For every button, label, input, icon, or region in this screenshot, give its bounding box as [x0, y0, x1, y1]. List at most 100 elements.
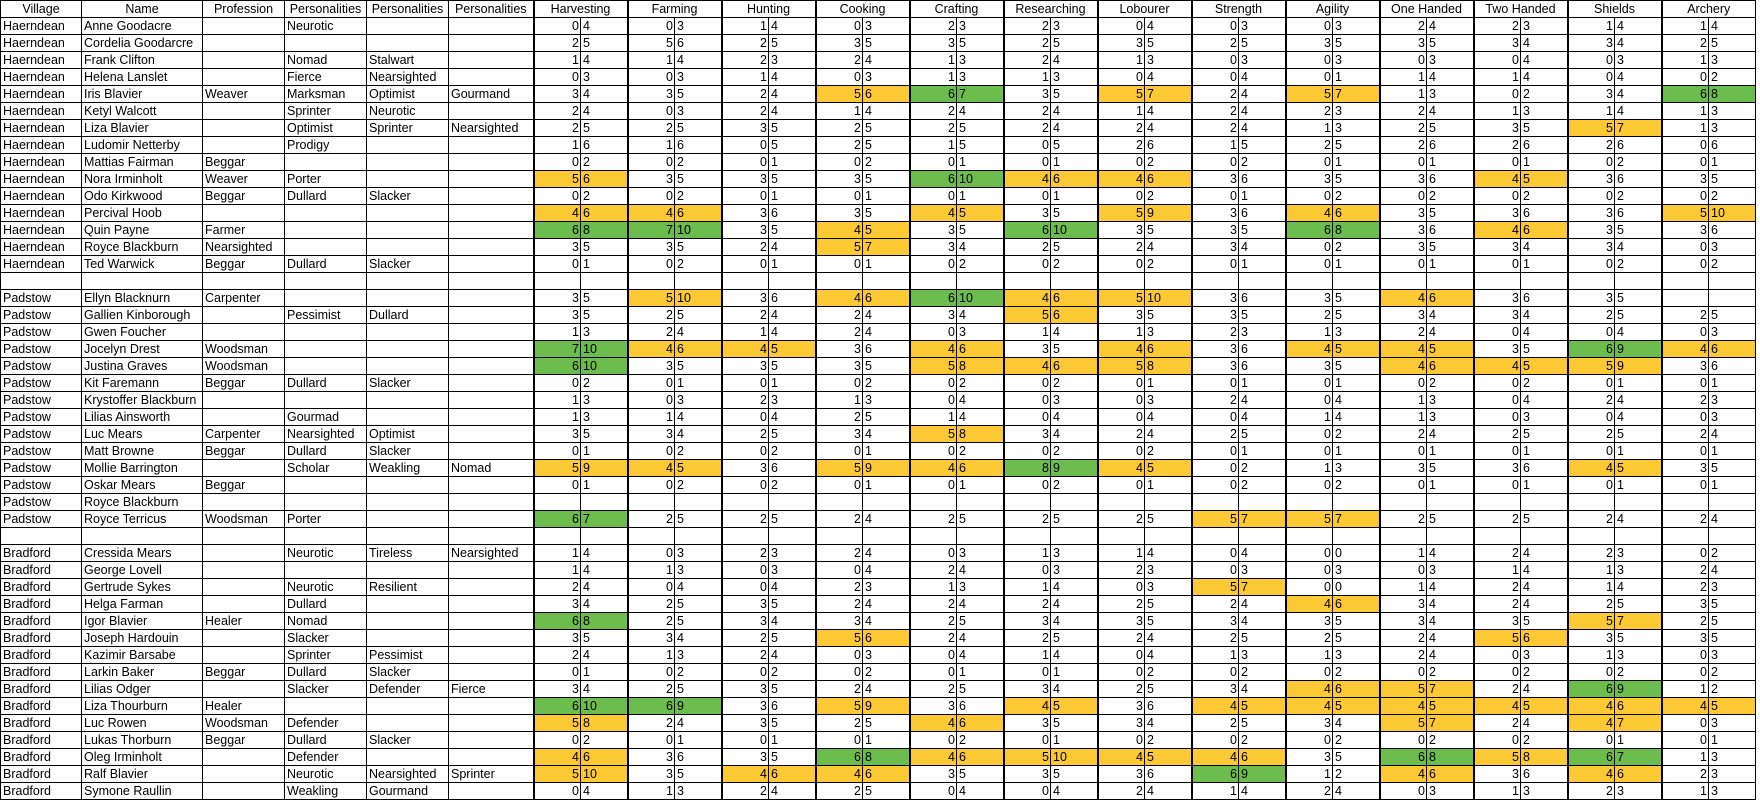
skill-high[interactable]: 4	[1708, 510, 1756, 528]
skill-high[interactable]: 5	[1614, 289, 1662, 307]
skill-high[interactable]	[1708, 289, 1756, 307]
skill-high[interactable]: 6	[1426, 765, 1474, 783]
skill-low[interactable]: 0	[1566, 51, 1615, 69]
skill-low[interactable]: 3	[626, 748, 675, 766]
column-header[interactable]: Farming	[626, 0, 722, 18]
personality-cell[interactable]	[366, 748, 449, 766]
skill-high[interactable]: 6	[956, 340, 1004, 358]
skill-low[interactable]: 1	[1002, 68, 1051, 86]
skill-high[interactable]: 6	[768, 204, 816, 222]
skill-high[interactable]: 3	[674, 391, 722, 409]
skill-high[interactable]: 4	[956, 102, 1004, 120]
skill-low[interactable]: 1	[814, 102, 863, 120]
profession-cell[interactable]: Healer	[202, 697, 285, 715]
personality-cell[interactable]	[284, 493, 367, 511]
profession-cell[interactable]: Nearsighted	[202, 238, 285, 256]
skill-high[interactable]: 5	[1238, 697, 1286, 715]
skill-low[interactable]: 3	[1096, 765, 1145, 783]
skill-low[interactable]	[720, 493, 769, 511]
skill-low[interactable]: 3	[1284, 34, 1333, 52]
skill-low[interactable]: 4	[908, 204, 957, 222]
skill-high[interactable]: 2	[956, 442, 1004, 460]
skill-high[interactable]: 7	[862, 238, 910, 256]
skill-high[interactable]: 5	[674, 238, 722, 256]
skill-low[interactable]: 4	[1660, 697, 1709, 715]
skill-high[interactable]: 7	[1332, 510, 1380, 528]
skill-high[interactable]: 8	[1520, 748, 1568, 766]
skill-low[interactable]: 2	[1378, 323, 1427, 341]
personality-cell[interactable]	[448, 17, 534, 35]
skill-high[interactable]: 7	[1426, 714, 1474, 732]
personality-cell[interactable]	[284, 323, 367, 341]
skill-low[interactable]: 4	[1002, 357, 1051, 375]
skill-low[interactable]: 0	[1660, 323, 1709, 341]
skill-high[interactable]	[956, 527, 1004, 545]
personality-cell[interactable]: Porter	[284, 510, 367, 528]
personality-cell[interactable]: Neurotic	[366, 102, 449, 120]
skill-low[interactable]: 2	[1002, 238, 1051, 256]
skill-high[interactable]: 5	[1426, 459, 1474, 477]
skill-low[interactable]: 0	[626, 391, 675, 409]
skill-high[interactable]: 4	[1144, 782, 1192, 800]
skill-high[interactable]: 5	[862, 136, 910, 154]
skill-low[interactable]: 2	[1096, 680, 1145, 698]
skill-low[interactable]: 2	[1472, 136, 1521, 154]
skill-low[interactable]: 2	[1096, 238, 1145, 256]
skill-high[interactable]: 4	[1238, 680, 1286, 698]
personality-cell[interactable]: Nearsighted	[366, 68, 449, 86]
skill-low[interactable]: 0	[1378, 561, 1427, 579]
skill-high[interactable]: 5	[1332, 629, 1380, 647]
skill-high[interactable]: 5	[768, 136, 816, 154]
skill-high[interactable]: 4	[768, 408, 816, 426]
profession-cell[interactable]	[202, 680, 285, 698]
skill-low[interactable]: 2	[1660, 578, 1709, 596]
skill-high[interactable]: 10	[580, 340, 628, 358]
skill-high[interactable]: 2	[1332, 476, 1380, 494]
skill-low[interactable]: 4	[1284, 204, 1333, 222]
skill-high[interactable]: 6	[1614, 170, 1662, 188]
skill-high[interactable]: 2	[1520, 85, 1568, 103]
skill-high[interactable]: 4	[1426, 102, 1474, 120]
skill-high[interactable]: 5	[674, 510, 722, 528]
skill-low[interactable]: 3	[626, 357, 675, 375]
profession-cell[interactable]	[202, 646, 285, 664]
village-cell[interactable]: Padstow	[0, 476, 82, 494]
personality-cell[interactable]	[448, 527, 534, 545]
skill-high[interactable]: 5	[1050, 340, 1098, 358]
skill-low[interactable]: 2	[1284, 629, 1333, 647]
skill-low[interactable]: 3	[1472, 204, 1521, 222]
skill-high[interactable]: 1	[1708, 374, 1756, 392]
skill-low[interactable]: 0	[1660, 153, 1709, 171]
skill-high[interactable]: 3	[1708, 391, 1756, 409]
skill-low[interactable]: 4	[532, 748, 581, 766]
skill-high[interactable]: 4	[1520, 561, 1568, 579]
personality-cell[interactable]: Dullard	[284, 187, 367, 205]
skill-high[interactable]: 5	[862, 782, 910, 800]
skill-high[interactable]: 9	[1614, 680, 1662, 698]
village-cell[interactable]: Bradford	[0, 629, 82, 647]
skill-high[interactable]: 1	[956, 476, 1004, 494]
skill-high[interactable]: 6	[1144, 136, 1192, 154]
skill-low[interactable]: 4	[1190, 697, 1239, 715]
village-cell[interactable]: Bradford	[0, 544, 82, 562]
skill-high[interactable]: 5	[674, 459, 722, 477]
skill-high[interactable]: 5	[1426, 34, 1474, 52]
skill-low[interactable]: 3	[908, 34, 957, 52]
name-cell[interactable]: Anne Goodacre	[81, 17, 203, 35]
skill-high[interactable]: 4	[580, 578, 628, 596]
skill-low[interactable]: 2	[720, 51, 769, 69]
skill-high[interactable]: 6	[1708, 340, 1756, 358]
skill-high[interactable]: 2	[580, 187, 628, 205]
skill-high[interactable]: 4	[1050, 680, 1098, 698]
skill-low[interactable]: 2	[532, 646, 581, 664]
skill-high[interactable]: 4	[956, 306, 1004, 324]
skill-low[interactable]: 2	[908, 17, 957, 35]
skill-low[interactable]: 2	[1566, 425, 1615, 443]
skill-low[interactable]: 5	[1190, 578, 1239, 596]
skill-low[interactable]: 1	[1284, 408, 1333, 426]
skill-low[interactable]: 5	[814, 697, 863, 715]
skill-low[interactable]: 2	[720, 391, 769, 409]
skill-high[interactable]: 4	[674, 629, 722, 647]
personality-cell[interactable]	[366, 697, 449, 715]
skill-low[interactable]: 3	[1002, 714, 1051, 732]
